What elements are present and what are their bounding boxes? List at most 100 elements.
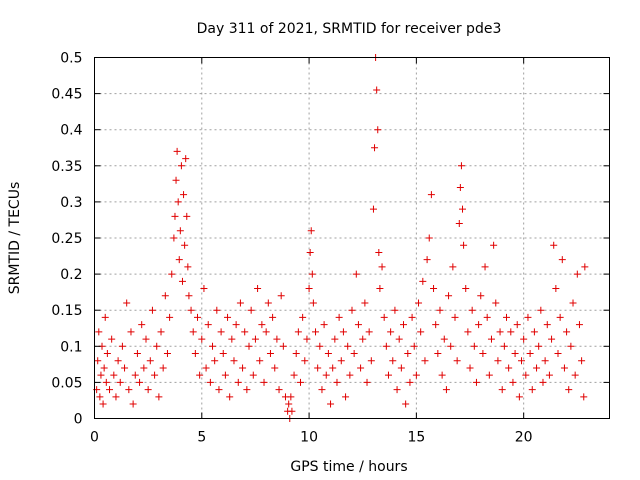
- data-point: [312, 328, 320, 336]
- data-point: [157, 328, 165, 336]
- data-point: [496, 328, 504, 336]
- data-point: [503, 313, 510, 321]
- data-point: [101, 313, 109, 321]
- data-point: [335, 313, 343, 321]
- data-point: [234, 378, 242, 386]
- data-point: [490, 241, 498, 249]
- data-point: [371, 144, 379, 152]
- data-point: [528, 386, 536, 394]
- data-point: [320, 321, 328, 329]
- data-point: [271, 364, 279, 372]
- data-point: [526, 350, 534, 358]
- data-point: [365, 328, 373, 336]
- data-point: [459, 205, 467, 213]
- data-point: [569, 299, 577, 307]
- data-point: [344, 342, 352, 350]
- data-point: [221, 371, 229, 379]
- data-point: [339, 328, 347, 336]
- data-point: [144, 386, 152, 394]
- data-point: [180, 191, 188, 199]
- data-point: [410, 342, 418, 350]
- data-point: [543, 321, 551, 329]
- data-point: [423, 256, 431, 264]
- data-point: [571, 371, 579, 379]
- data-point: [350, 350, 358, 358]
- data-point: [513, 321, 521, 329]
- data-point: [308, 270, 316, 278]
- data-point: [466, 364, 474, 372]
- data-point: [545, 371, 553, 379]
- data-point: [96, 393, 104, 401]
- data-point: [434, 350, 442, 358]
- data-point: [378, 263, 386, 271]
- data-point: [254, 285, 262, 293]
- x-tick-label: 20: [515, 430, 533, 446]
- data-point: [451, 313, 459, 321]
- data-point: [346, 371, 354, 379]
- data-point: [352, 270, 360, 278]
- data-point: [185, 292, 193, 300]
- data-point: [166, 313, 174, 321]
- data-point: [400, 321, 407, 329]
- data-point: [560, 364, 568, 372]
- data-point: [95, 328, 103, 336]
- data-point: [537, 306, 545, 314]
- data-point: [176, 227, 184, 235]
- data-point: [306, 248, 314, 256]
- data-point: [100, 364, 108, 372]
- data-point: [153, 342, 161, 350]
- data-point: [307, 227, 315, 235]
- data-point: [292, 350, 300, 358]
- data-point: [462, 285, 470, 293]
- data-point: [373, 86, 381, 94]
- chart-title: Day 311 of 2021, SRMTID for receiver pde…: [197, 21, 502, 37]
- data-point: [241, 328, 249, 336]
- data-point: [219, 350, 227, 358]
- data-point: [556, 313, 564, 321]
- data-point: [316, 342, 324, 350]
- data-point: [520, 335, 528, 343]
- data-point: [397, 364, 405, 372]
- data-point: [406, 378, 414, 386]
- data-point: [177, 162, 185, 170]
- data-point: [535, 342, 543, 350]
- data-point: [380, 313, 388, 321]
- data-point: [449, 263, 457, 271]
- data-point: [251, 335, 259, 343]
- data-point: [324, 350, 332, 358]
- data-point: [558, 256, 566, 264]
- data-point: [515, 393, 523, 401]
- data-point: [184, 263, 192, 271]
- data-point: [415, 299, 423, 307]
- data-point: [375, 248, 383, 256]
- data-point: [548, 335, 556, 343]
- data-point: [217, 328, 225, 336]
- data-point: [492, 299, 500, 307]
- data-point: [170, 234, 178, 242]
- data-point: [554, 350, 562, 358]
- data-point: [575, 321, 583, 329]
- data-point: [249, 371, 257, 379]
- y-tick-label: 0.3: [60, 195, 82, 211]
- data-point: [182, 155, 190, 163]
- data-point: [442, 386, 450, 394]
- data-point: [133, 350, 141, 358]
- data-point: [440, 335, 448, 343]
- data-point: [297, 378, 304, 386]
- data-point: [432, 321, 440, 329]
- data-point: [178, 277, 186, 285]
- data-point: [106, 386, 114, 394]
- data-point: [374, 126, 382, 134]
- data-point: [359, 335, 367, 343]
- data-point: [481, 263, 489, 271]
- x-axis-label: GPS time / hours: [290, 459, 407, 475]
- data-point: [456, 183, 464, 191]
- data-point: [146, 357, 154, 365]
- data-point: [230, 357, 238, 365]
- data-point: [447, 342, 455, 350]
- data-point: [507, 328, 515, 336]
- data-point: [348, 306, 356, 314]
- data-point: [173, 147, 181, 155]
- data-point: [256, 357, 264, 365]
- data-point: [539, 378, 547, 386]
